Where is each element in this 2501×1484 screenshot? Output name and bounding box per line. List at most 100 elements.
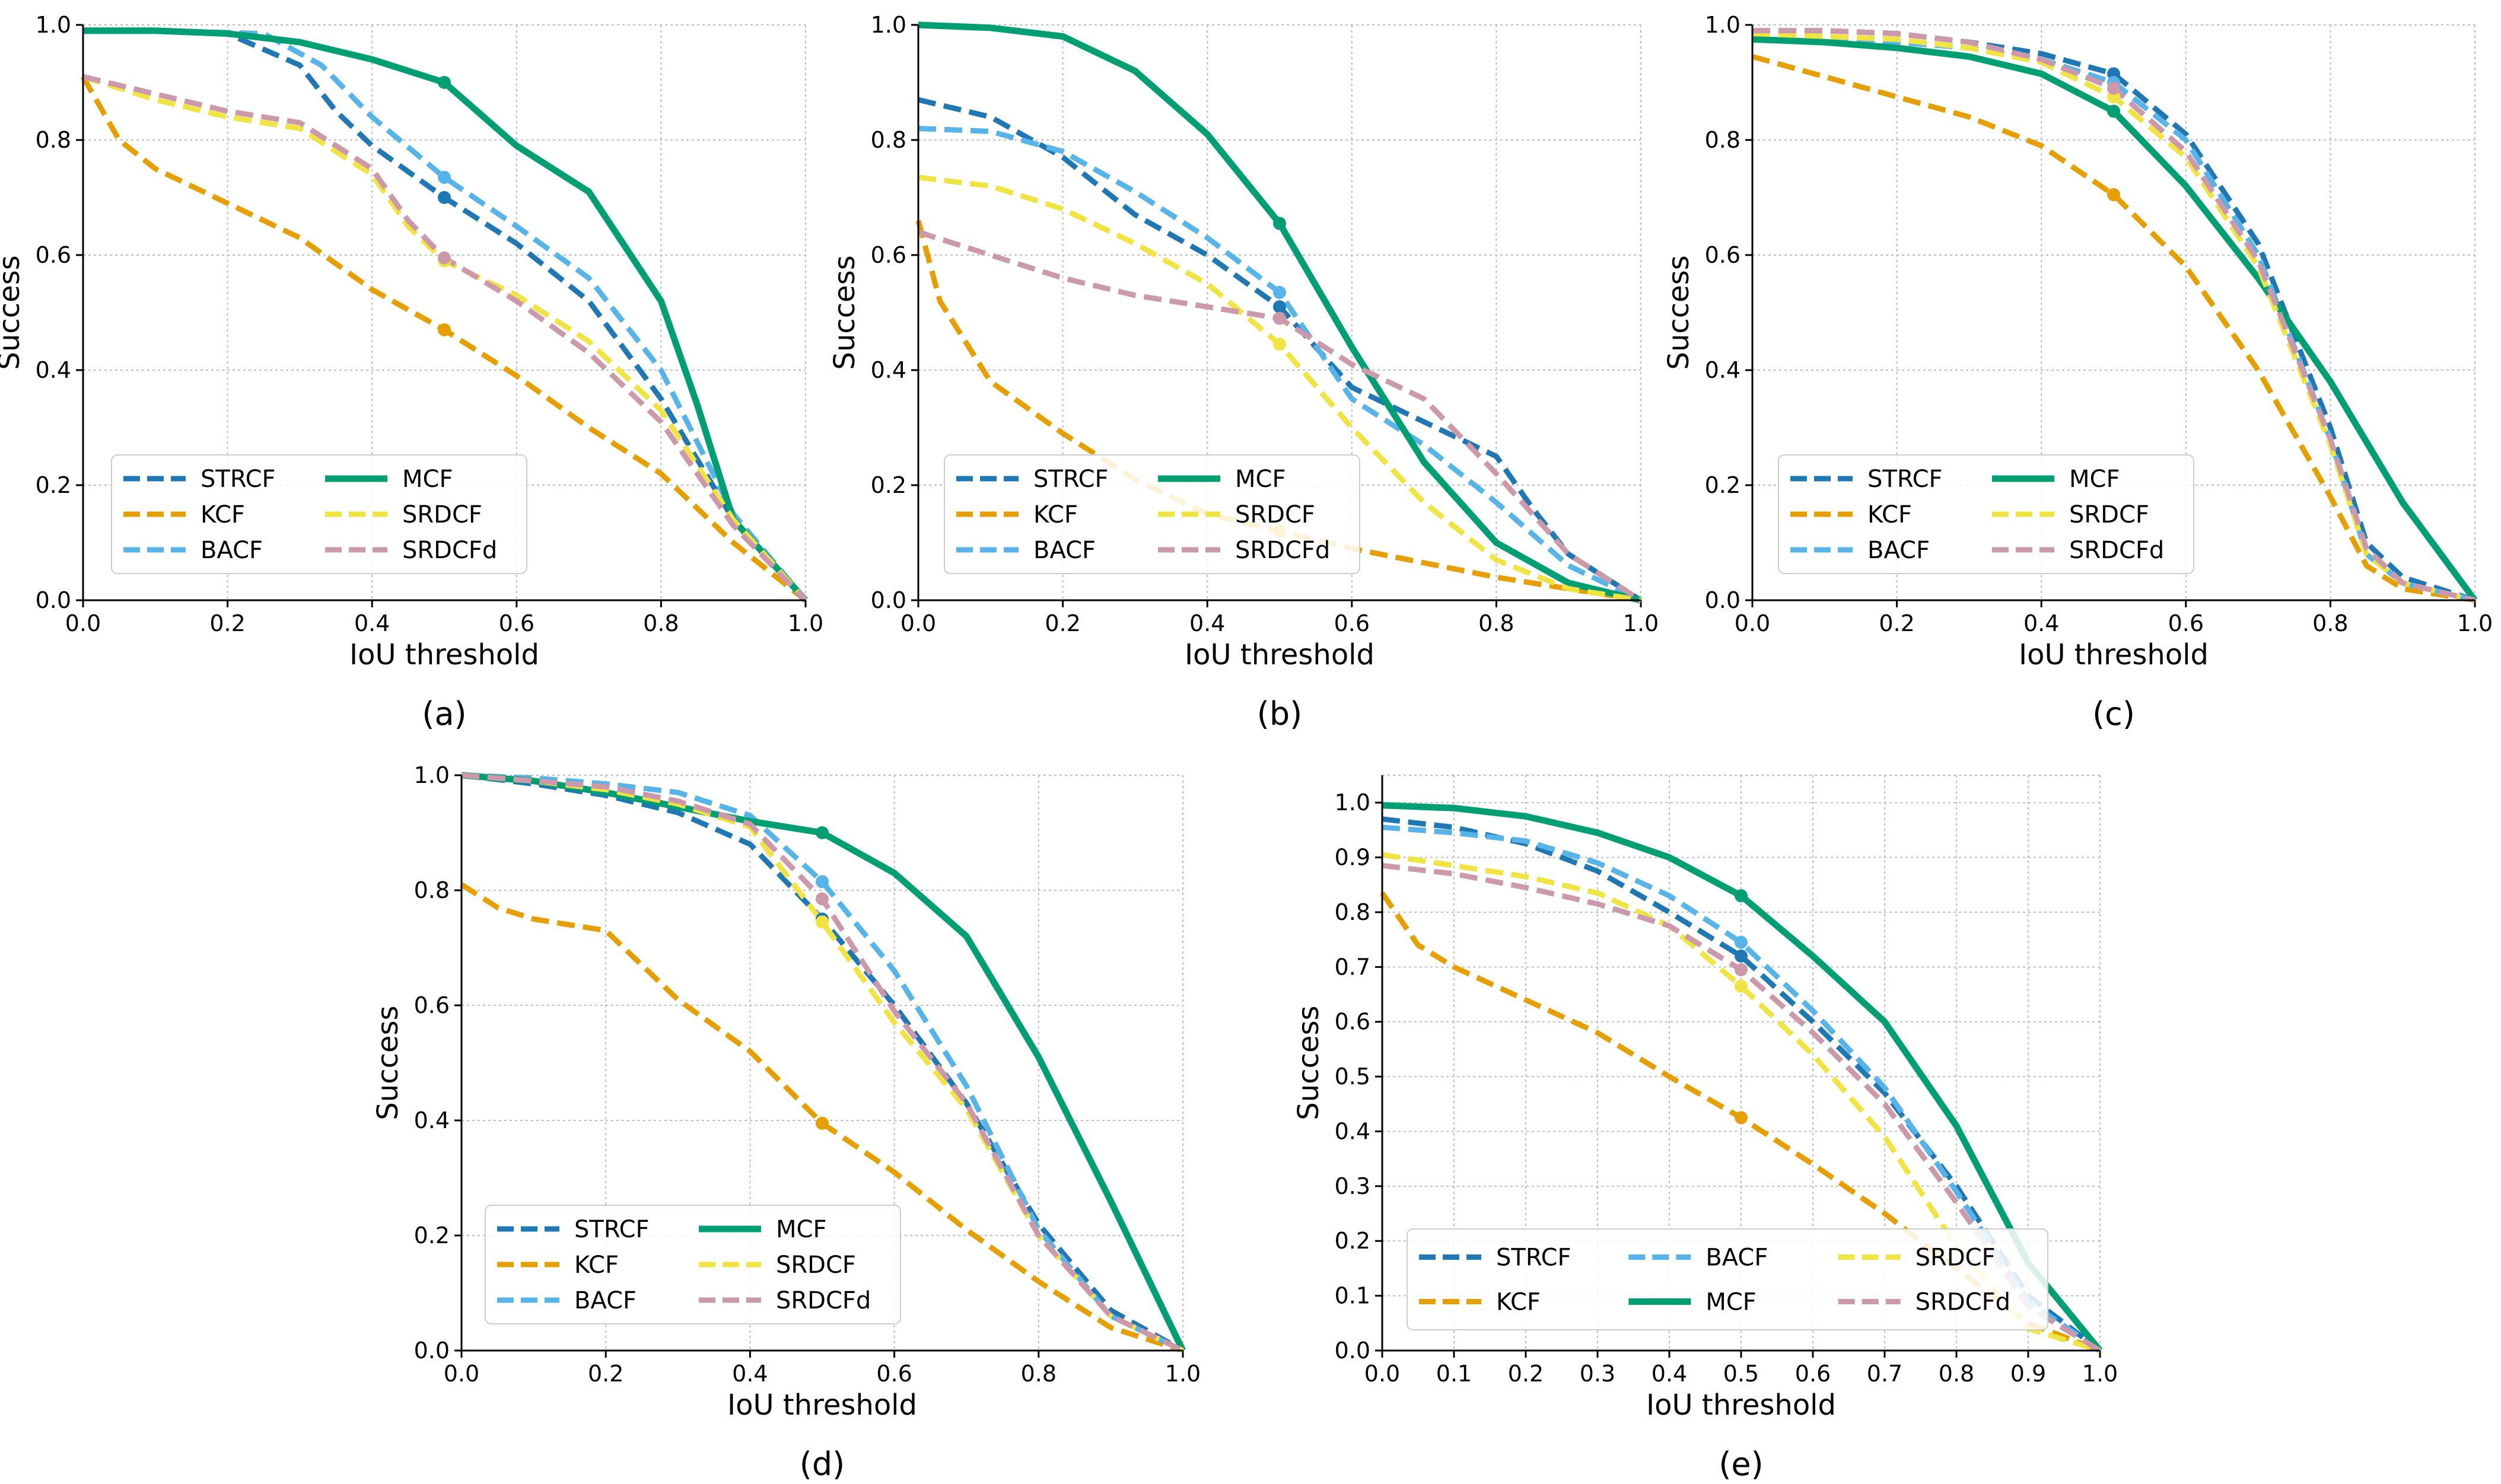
y-tick-label: 1.0 (36, 12, 71, 38)
x-tick-label: 0.6 (1795, 1361, 1831, 1387)
marker-SRDCF (1273, 337, 1286, 351)
y-tick-label: 0.6 (1705, 242, 1740, 268)
series-line-SRDCF (1752, 31, 2476, 603)
marker-MCF (1735, 889, 1748, 903)
legend-box (485, 1205, 901, 1324)
legend: STRCF KCF BACF MCF SRDCF SRDCFd (1407, 1228, 2048, 1330)
x-tick-label: 0.6 (876, 1361, 912, 1387)
y-tick-label: 0.0 (1335, 1337, 1370, 1364)
x-tick-label: 0.6 (1334, 610, 1370, 636)
x-tick-label: 0.1 (1436, 1361, 1472, 1387)
marker-BACF (1735, 935, 1748, 949)
y-tick-label: 0.6 (36, 242, 71, 268)
subplot-d: 0.0 0.2 0.4 0.6 0.8 1.0 0.0 0.2 0.4 0.6 0.8 1.0 IoU … (371, 762, 1201, 1483)
marker-KCF (816, 1116, 829, 1130)
x-axis-label: IoU threshold (727, 1389, 917, 1422)
marker-BACF (816, 875, 829, 889)
x-tick-label: 1.0 (788, 610, 823, 636)
subplot-b: 0.0 0.2 0.4 0.6 0.8 1.0 0.0 0.2 0.4 0.6 0.8 1.0 IoU … (828, 12, 1659, 733)
x-tick-label: 0.2 (209, 610, 245, 636)
legend-label-BACF: BACF (201, 537, 263, 564)
legend-label-MCF: MCF (776, 1216, 826, 1243)
x-tick-label: 0.8 (1478, 610, 1514, 636)
legend-label-BACF: BACF (1033, 537, 1096, 564)
legend-label-BACF: BACF (1867, 537, 1930, 564)
y-tick-label: 1.0 (871, 12, 906, 38)
marker-KCF (2107, 188, 2120, 202)
y-axis-label: Success (0, 255, 26, 370)
subplot-a: 0.0 0.2 0.4 0.6 0.8 1.0 0.0 0.2 0.4 0.6 0.8 1.0 IoU … (0, 12, 823, 733)
marker-SRDCFd (2107, 81, 2120, 95)
legend-label-MCF: MCF (2069, 466, 2120, 493)
x-tick-label: 0.2 (1879, 610, 1914, 636)
x-tick-label: 0.0 (1364, 1361, 1400, 1387)
x-tick-label: 0.4 (732, 1361, 768, 1387)
legend-label-STRCF: STRCF (1867, 466, 1943, 493)
y-tick-label: 0.4 (414, 1107, 450, 1133)
x-axis-label: IoU threshold (2019, 638, 2209, 671)
y-tick-label: 1.0 (1705, 12, 1740, 38)
x-tick-label: 0.4 (1652, 1361, 1687, 1387)
series-line-SRDCF (82, 74, 808, 603)
y-tick-label: 0.0 (414, 1337, 450, 1364)
y-tick-label: 0.2 (1705, 472, 1740, 498)
x-tick-label: 0.4 (2023, 610, 2059, 636)
y-tick-label: 0.9 (1335, 845, 1370, 871)
x-tick-label: 0.5 (1723, 1361, 1759, 1387)
marker-BACF (438, 171, 451, 184)
x-tick-label: 1.0 (1623, 610, 1659, 636)
y-tick-label: 0.6 (1335, 1009, 1370, 1035)
marker-SRDCFd (438, 251, 451, 265)
series-line-SRDCFd (82, 74, 808, 603)
legend-label-SRDCFd: SRDCFd (2069, 537, 2164, 564)
subplot-caption: (e) (1719, 1445, 1763, 1483)
legend: STRCF KCF BACF MCF SRDCF SRDCFd (944, 454, 1360, 574)
y-tick-label: 1.0 (414, 762, 450, 788)
marker-BACF (1273, 286, 1286, 300)
series-line-KCF (81, 75, 807, 603)
y-tick-label: 0.1 (1335, 1283, 1370, 1309)
y-tick-label: 0.5 (1335, 1063, 1370, 1090)
legend-label-KCF: KCF (1496, 1289, 1541, 1316)
legend-label-STRCF: STRCF (201, 466, 276, 493)
legend-label-MCF: MCF (402, 466, 453, 493)
x-tick-label: 1.0 (2082, 1361, 2118, 1387)
y-tick-label: 0.0 (1705, 587, 1740, 613)
subplot-caption: (d) (800, 1445, 845, 1483)
y-tick-label: 0.2 (871, 472, 906, 498)
subplot-caption: (b) (1257, 695, 1302, 733)
legend-label-STRCF: STRCF (1033, 466, 1109, 493)
legend-label-BACF: BACF (1705, 1244, 1768, 1272)
marker-SRDCF (816, 915, 829, 929)
x-axis-label: IoU threshold (349, 638, 539, 671)
series-line-KCF (460, 882, 1184, 1354)
legend-label-SRDCF: SRDCF (1915, 1244, 1996, 1272)
legend: STRCF KCF BACF MCF SRDCF SRDCFd (1778, 454, 2194, 574)
legend-label-KCF: KCF (201, 501, 245, 528)
marker-SRDCFd (1273, 311, 1286, 325)
x-tick-label: 0.7 (1867, 1361, 1902, 1387)
legend-label-SRDCF: SRDCF (776, 1251, 856, 1279)
x-tick-label: 0.0 (65, 610, 101, 636)
y-axis-label: Success (371, 1005, 405, 1120)
x-tick-label: 0.6 (2168, 610, 2204, 636)
y-tick-label: 0.8 (1335, 899, 1370, 925)
subplot-caption: (a) (422, 695, 466, 733)
series-line-SRDCFd (1752, 28, 2476, 603)
y-tick-label: 0.4 (36, 357, 71, 383)
y-tick-label: 0.6 (871, 242, 906, 268)
marker-KCF (438, 323, 451, 337)
legend-label-BACF: BACF (574, 1287, 637, 1314)
marker-STRCF (1273, 300, 1286, 314)
marker-MCF (438, 76, 451, 89)
x-tick-label: 0.0 (444, 1361, 479, 1387)
x-tick-label: 0.0 (901, 610, 936, 636)
y-tick-label: 1.0 (1335, 789, 1370, 816)
legend-box (1407, 1228, 2048, 1330)
marker-MCF (2107, 104, 2120, 118)
legend-label-KCF: KCF (574, 1251, 619, 1279)
legend-label-MCF: MCF (1235, 466, 1285, 493)
subplot-c: 0.0 0.2 0.4 0.6 0.8 1.0 0.0 0.2 0.4 0.6 0.8 1.0 IoU … (1662, 12, 2493, 733)
marker-MCF (816, 826, 829, 839)
marker-STRCF (1735, 949, 1748, 963)
